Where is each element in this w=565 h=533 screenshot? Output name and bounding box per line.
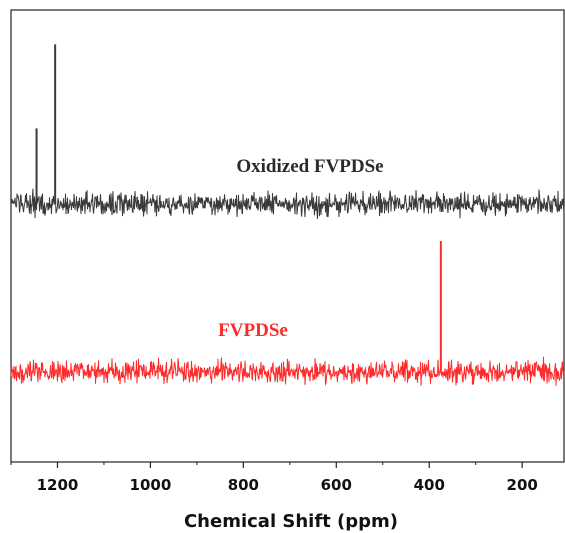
x-axis-title: Chemical Shift (ppm)	[184, 511, 398, 532]
series-label-fvpdse: FVPDSe	[218, 320, 288, 341]
plot-frame	[10, 9, 565, 463]
series-line	[10, 356, 565, 386]
x-tick-label: 1000	[130, 476, 172, 494]
x-tick-label: 800	[228, 476, 259, 494]
x-tick-label: 400	[414, 476, 445, 494]
series-line	[10, 188, 565, 219]
x-tick-label: 600	[321, 476, 352, 494]
x-tick-label: 200	[507, 476, 538, 494]
x-tick-label: 1200	[37, 476, 79, 494]
x-axis: 1200 1000 800 600 400 200	[10, 462, 538, 494]
series-layer	[10, 44, 565, 386]
series-label-oxidized: Oxidized FVPDSe	[236, 156, 383, 177]
